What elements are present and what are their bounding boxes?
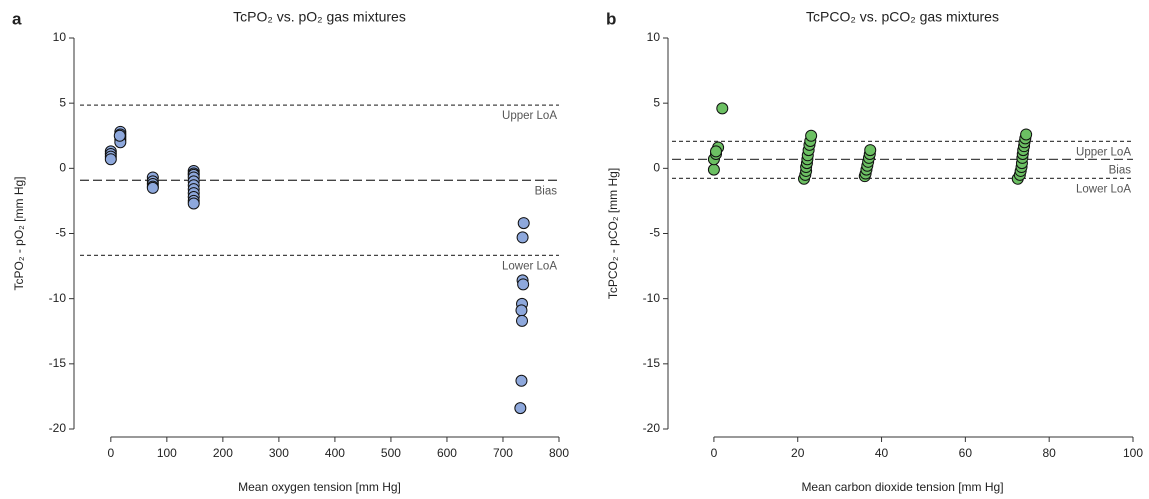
point (710, 145, 723, 158)
y-axis-label: TcPCO₂ - pCO₂ [mm Hg] (606, 168, 620, 299)
x-tick-label: 100 (157, 446, 177, 460)
y-tick-label: 10 (647, 30, 661, 44)
point (515, 304, 528, 317)
x-tick-label: 100 (1123, 446, 1143, 460)
ref-label: Lower LoA (502, 260, 557, 272)
y-tick-label: -15 (49, 356, 67, 370)
x-tick-label: 700 (493, 446, 513, 460)
point (707, 163, 720, 176)
x-axis-label: Mean carbon dioxide tension [mm Hg] (801, 480, 1003, 494)
x-tick-label: 0 (107, 446, 114, 460)
x-tick-label: 400 (325, 446, 345, 460)
ref-label: Bias (1109, 164, 1132, 176)
x-tick-label: 300 (269, 446, 289, 460)
y-tick-label: 0 (59, 161, 66, 175)
point (514, 402, 527, 415)
ref-label: Lower LoA (1076, 183, 1131, 195)
point (516, 314, 529, 327)
y-tick-label: -5 (649, 226, 660, 240)
y-tick-label: 5 (653, 95, 660, 109)
y-tick-label: 0 (653, 161, 660, 175)
panel: a TcPO₂ vs. pO₂ gas mixtures -20 -15 -10 -5 0 5… (12, 9, 569, 494)
panel-label: b (606, 9, 616, 28)
point (716, 102, 729, 115)
x-tick-label: 800 (549, 446, 569, 460)
ref-label: Bias (535, 185, 558, 197)
chart-title: TcPCO₂ vs. pCO₂ gas mixtures (806, 9, 999, 25)
point (1020, 128, 1033, 141)
ref-label: Upper LoA (1076, 146, 1131, 158)
x-tick-label: 80 (1043, 446, 1057, 460)
point (805, 129, 818, 142)
point (146, 181, 159, 194)
ref-label: Upper LoA (502, 110, 557, 122)
point (104, 153, 117, 166)
point (516, 231, 529, 244)
x-tick-label: 20 (791, 446, 805, 460)
y-tick-label: -20 (643, 421, 661, 435)
x-tick-label: 500 (381, 446, 401, 460)
y-tick-label: 10 (53, 30, 67, 44)
point (187, 197, 200, 210)
y-axis-label: TcPO₂ - pO₂ [mm Hg] (12, 177, 26, 291)
chart-title: TcPO₂ vs. pO₂ gas mixtures (233, 9, 406, 25)
panel: b TcPCO₂ vs. pCO₂ gas mixtures -20 -15 -10 -5… (606, 9, 1143, 494)
point (113, 129, 126, 142)
y-tick-label: -10 (643, 291, 661, 305)
x-axis-label: Mean oxygen tension [mm Hg] (238, 480, 401, 494)
point (864, 144, 877, 157)
point (517, 217, 530, 230)
x-tick-label: 60 (959, 446, 973, 460)
x-tick-label: 600 (437, 446, 457, 460)
x-tick-label: 200 (213, 446, 233, 460)
panel-label: a (12, 9, 22, 28)
y-tick-label: -20 (49, 421, 67, 435)
x-tick-label: 40 (875, 446, 889, 460)
y-tick-label: 5 (59, 95, 66, 109)
point (517, 278, 530, 291)
x-tick-label: 0 (711, 446, 718, 460)
y-tick-label: -5 (55, 226, 66, 240)
point (515, 374, 528, 387)
y-tick-label: -15 (643, 356, 661, 370)
y-tick-label: -10 (49, 291, 67, 305)
